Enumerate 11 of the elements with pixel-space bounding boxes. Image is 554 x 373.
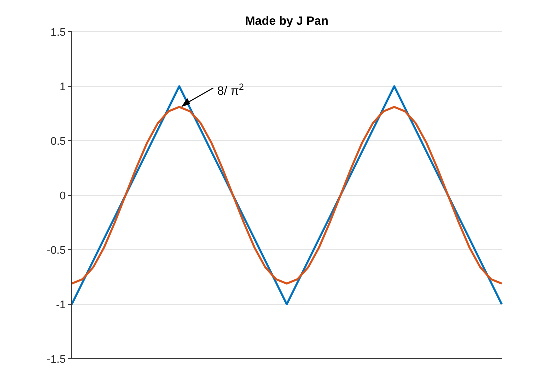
- line-series: [71, 106, 503, 285]
- y-tick-label: 1.5: [50, 26, 66, 39]
- y-tick-label: 0.5: [50, 136, 66, 148]
- y-tick-label: 1: [60, 81, 66, 94]
- y-tick-label: -0.5: [47, 244, 66, 257]
- y-tick-label: 0: [60, 190, 66, 202]
- annotation: 8/ π$^{2}$: [218, 82, 244, 98]
- y-tick-label: -1.5: [47, 354, 66, 366]
- chart-title: Made by J Pan: [244, 14, 330, 28]
- line-series: [71, 86, 503, 306]
- y-tick-label: -1: [56, 299, 66, 312]
